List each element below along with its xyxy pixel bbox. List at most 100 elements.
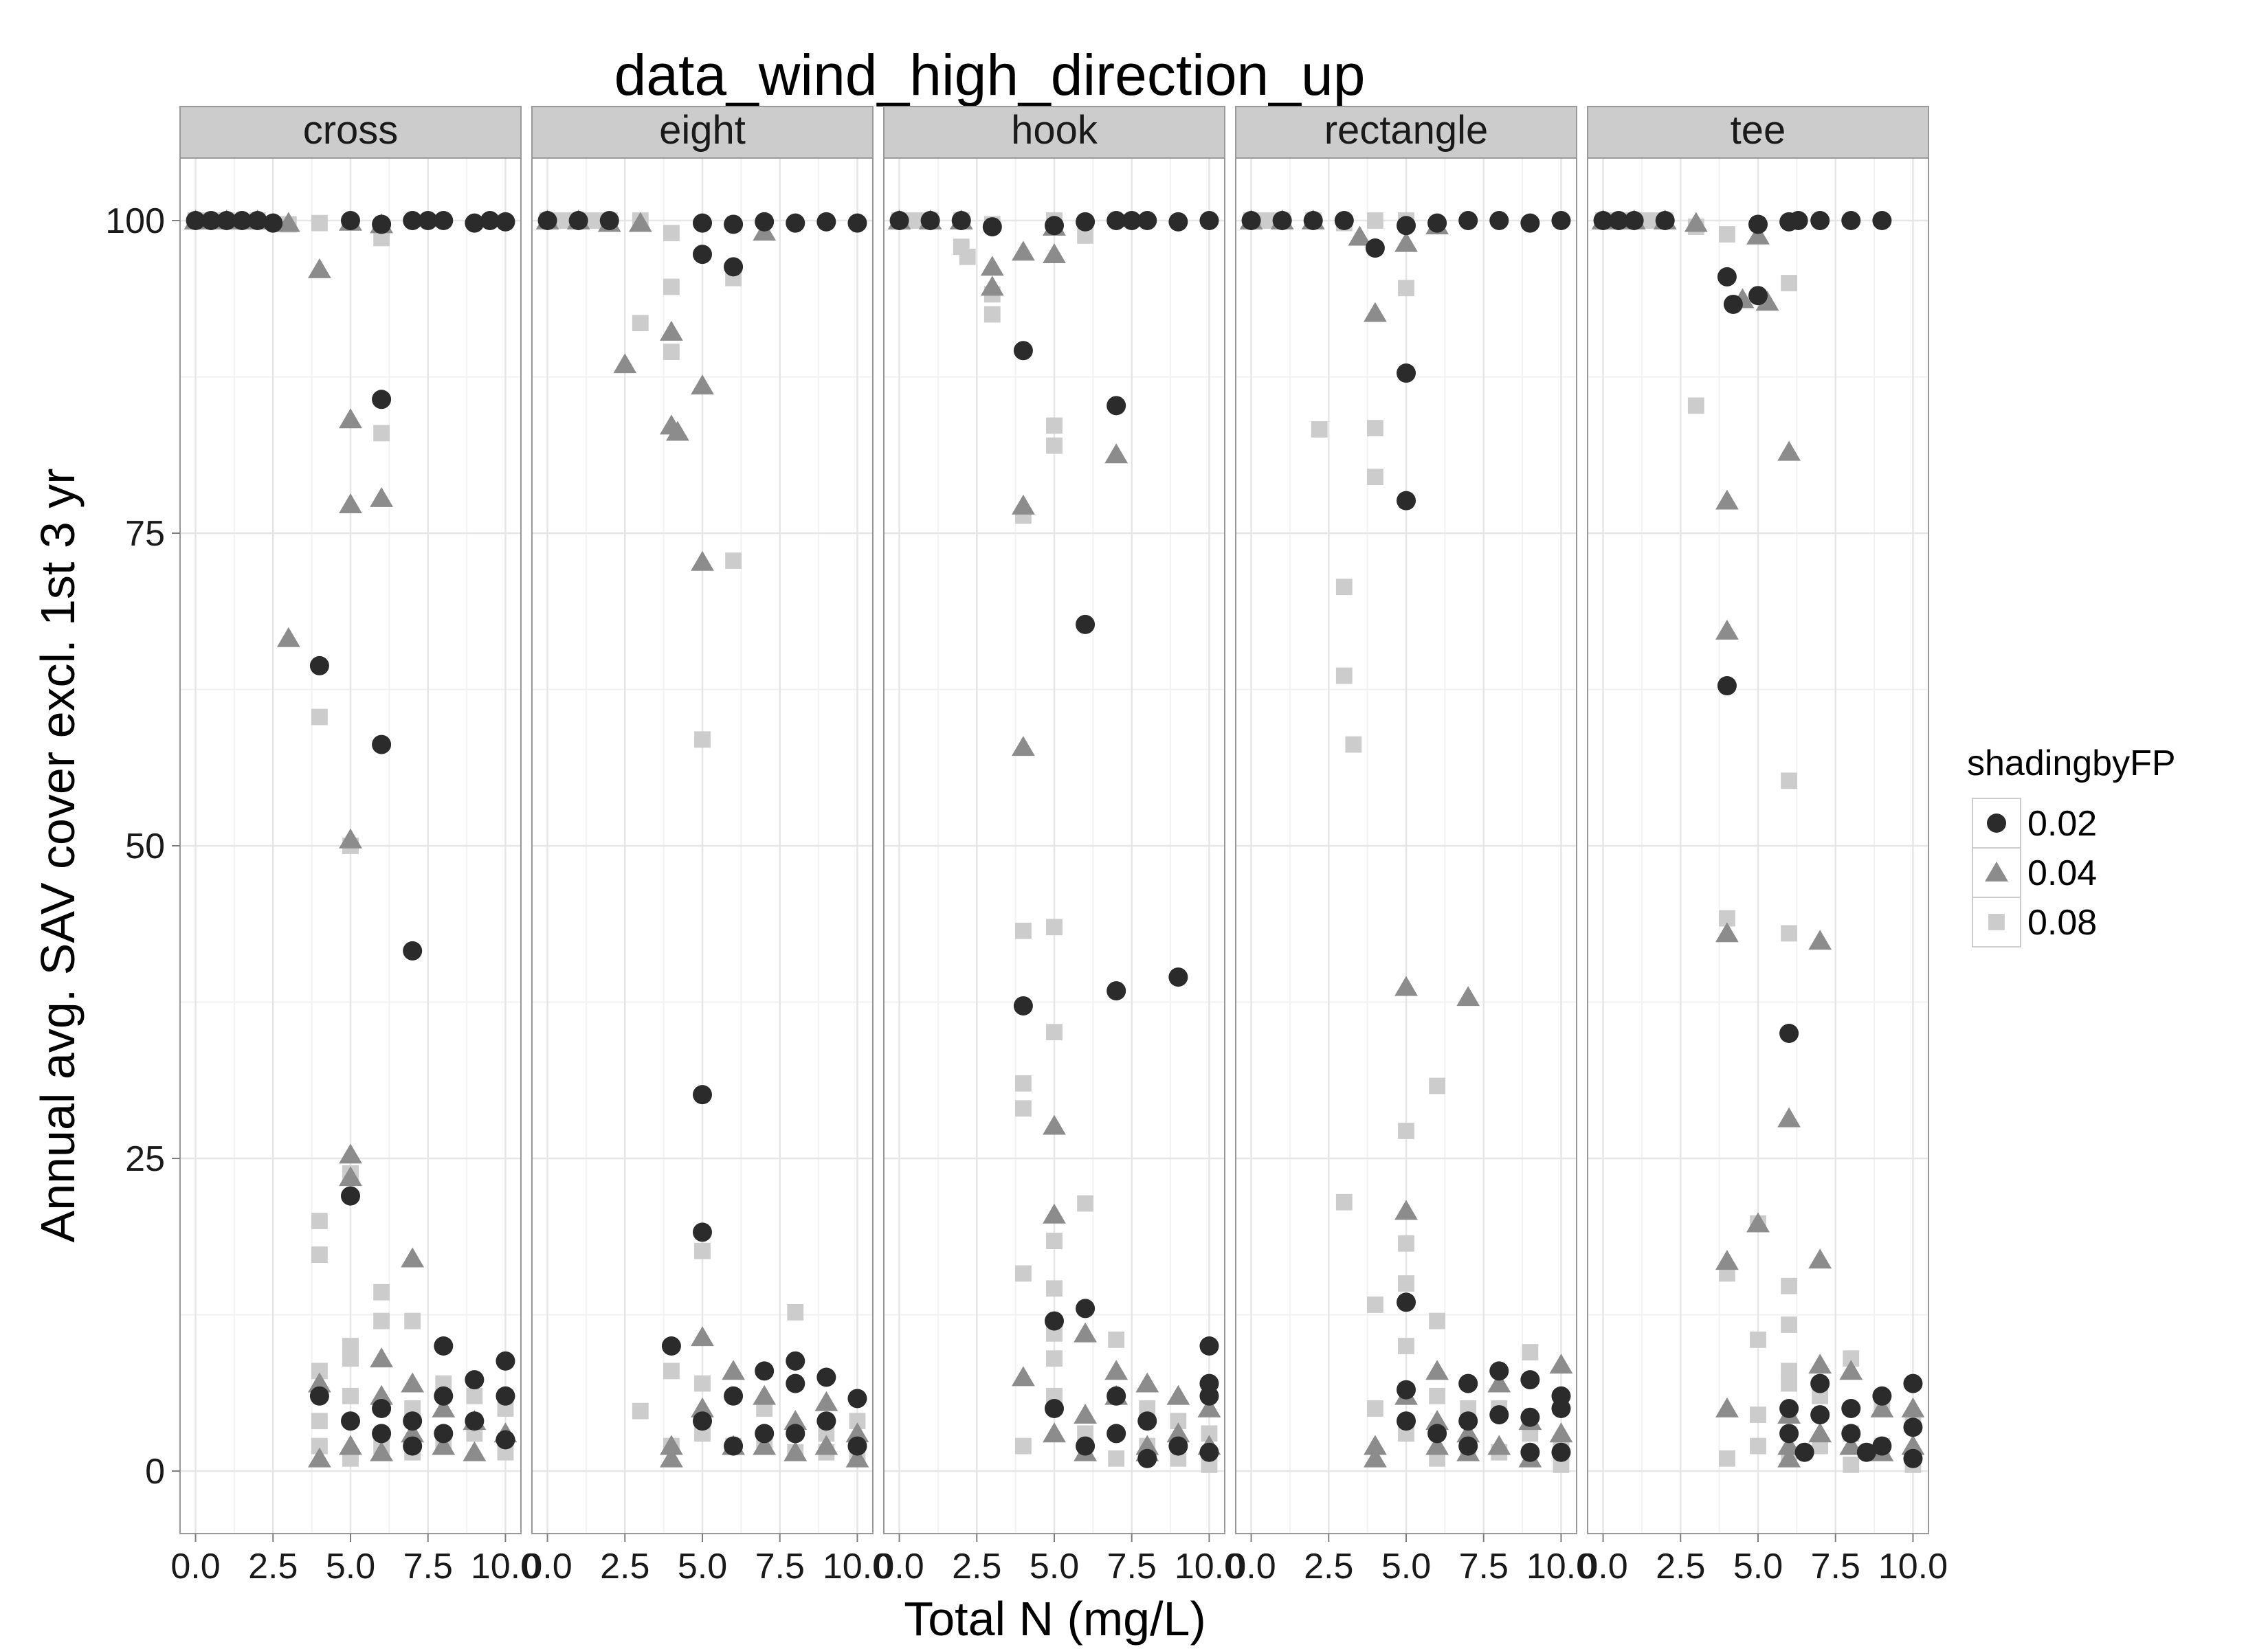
- data-point: [959, 248, 976, 265]
- data-point: [816, 1367, 836, 1387]
- legend-label: 0.04: [2027, 853, 2097, 893]
- x-tick-label: 0.0: [170, 1547, 220, 1586]
- data-point: [1549, 1354, 1573, 1374]
- data-point: [814, 1435, 838, 1455]
- data-point: [1427, 1424, 1447, 1444]
- data-point: [372, 390, 392, 410]
- data-point: [693, 245, 712, 265]
- legend-item-0_08: 0.08: [1972, 897, 2097, 947]
- data-point: [434, 1424, 454, 1444]
- data-point: [1076, 212, 1096, 232]
- data-point: [1781, 772, 1797, 789]
- data-point: [1748, 286, 1768, 306]
- data-point: [1903, 1417, 1923, 1437]
- data-point: [1723, 294, 1743, 314]
- data-point: [1397, 1292, 1416, 1312]
- data-point: [1335, 667, 1353, 684]
- data-point: [339, 408, 362, 429]
- data-point: [342, 1338, 359, 1354]
- data-point: [1046, 437, 1063, 454]
- data-point: [1843, 1457, 1860, 1473]
- data-point: [1458, 1436, 1478, 1456]
- data-point: [1755, 291, 1779, 311]
- data-point: [1077, 227, 1093, 244]
- data-point: [1137, 1411, 1157, 1431]
- data-point: [1684, 212, 1708, 232]
- strip-background: [883, 106, 1225, 159]
- data-point: [370, 486, 393, 507]
- data-point: [1015, 1265, 1032, 1282]
- strip-label-tee: tee: [1731, 108, 1786, 153]
- data-point: [1367, 420, 1383, 437]
- data-point: [1458, 1373, 1478, 1393]
- data-point: [1808, 1354, 1832, 1374]
- chart-title: data_wind_high_direction_up: [614, 43, 1366, 107]
- strip-background: [1235, 106, 1577, 159]
- data-point: [403, 1436, 423, 1456]
- legend-marker: [1988, 914, 2005, 930]
- strip-label-cross: cross: [303, 108, 399, 153]
- data-point: [232, 211, 252, 230]
- x-tick-label: 5.0: [1030, 1547, 1079, 1586]
- data-point: [666, 420, 689, 441]
- facet-panel-rectangle: rectangle 0.0 2.5 5.0 7.5 10.0: [1226, 106, 1596, 1586]
- data-point: [786, 1351, 805, 1371]
- data-point: [1311, 421, 1328, 438]
- data-point: [1398, 1338, 1414, 1354]
- data-point: [1046, 1350, 1063, 1367]
- data-point: [1397, 1411, 1416, 1431]
- data-point: [1046, 1024, 1063, 1041]
- data-point: [599, 211, 619, 230]
- data-point: [1429, 1387, 1445, 1404]
- data-point: [276, 212, 300, 232]
- data-point: [1901, 1397, 1925, 1417]
- data-point: [1367, 469, 1383, 485]
- data-point: [1012, 736, 1035, 756]
- strip-background: [179, 106, 522, 159]
- data-point: [1046, 1233, 1063, 1250]
- data-point: [465, 1411, 485, 1431]
- data-point: [1076, 614, 1096, 634]
- x-tick-label: 2.5: [248, 1547, 298, 1586]
- data-point: [311, 708, 328, 726]
- data-point: [663, 344, 680, 360]
- data-point: [1425, 1360, 1449, 1380]
- data-point: [1717, 676, 1737, 696]
- data-point: [1398, 1235, 1414, 1252]
- data-point: [496, 212, 515, 232]
- data-point: [845, 1447, 869, 1468]
- facet-panels: cross 0.0 2.5 5.0 7.5 10.0 eight 0.0 2.5 5.0 7.5 10…: [105, 106, 1948, 1586]
- data-point: [725, 552, 742, 569]
- data-point: [403, 1411, 423, 1431]
- data-point: [1777, 1447, 1801, 1468]
- data-point: [1781, 275, 1797, 291]
- legend-label: 0.08: [2027, 903, 2097, 943]
- data-point: [1841, 211, 1861, 230]
- data-point: [816, 212, 836, 232]
- data-point: [1074, 1322, 1097, 1343]
- data-point: [480, 211, 500, 230]
- data-point: [1456, 986, 1480, 1007]
- data-point: [1241, 211, 1261, 230]
- y-tick-label: 75: [125, 514, 165, 554]
- data-point: [1808, 1248, 1832, 1269]
- data-point: [1425, 1410, 1449, 1431]
- data-point: [1781, 1277, 1797, 1294]
- data-point: [341, 1186, 360, 1206]
- data-point: [339, 1143, 362, 1164]
- y-axis: 0 25 50 75 100: [105, 201, 180, 1492]
- data-point: [1429, 1312, 1445, 1330]
- series-0_02: [537, 211, 867, 1456]
- data-point: [1779, 1424, 1799, 1444]
- data-point: [1520, 1370, 1540, 1390]
- data-point: [1107, 981, 1126, 1001]
- facet-panel-tee: tee 0.0 2.5 5.0 7.5 10.0: [1578, 106, 1948, 1586]
- strip-background: [531, 106, 874, 159]
- data-point: [1168, 212, 1188, 232]
- data-point: [1781, 1362, 1797, 1380]
- x-tick-label: 7.5: [1107, 1547, 1157, 1586]
- data-point: [496, 1386, 515, 1406]
- data-point: [1522, 1344, 1539, 1360]
- data-point: [370, 1441, 393, 1461]
- data-point: [1015, 1437, 1032, 1455]
